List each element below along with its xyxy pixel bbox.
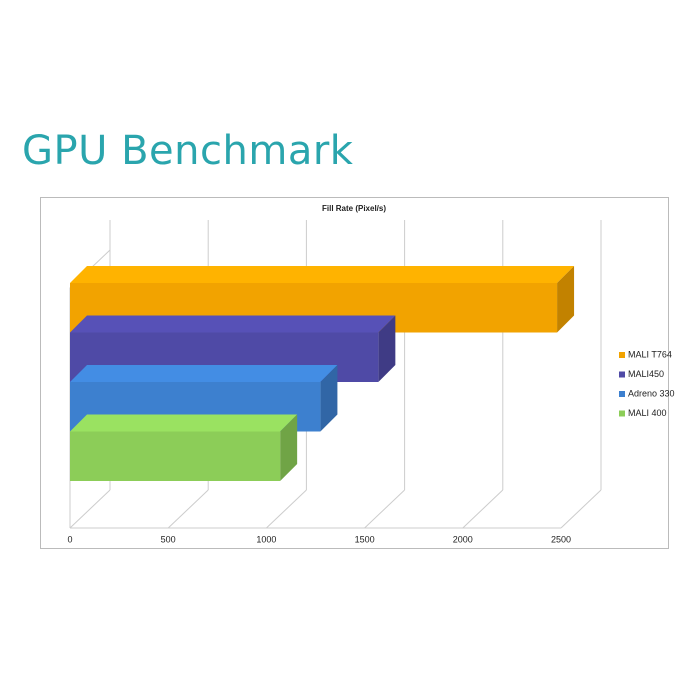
bar-top bbox=[70, 266, 575, 283]
x-tick-label: 0 bbox=[67, 534, 72, 544]
bar-top bbox=[70, 414, 298, 432]
x-tick-label: 2500 bbox=[551, 534, 571, 544]
legend-swatch bbox=[619, 410, 625, 417]
bar-side bbox=[557, 266, 575, 333]
bar-top bbox=[70, 315, 396, 333]
bar-side bbox=[280, 414, 298, 481]
bar bbox=[70, 431, 281, 481]
page-title: GPU Benchmark bbox=[22, 128, 354, 174]
x-tick-label: 1500 bbox=[355, 534, 375, 544]
legend-label: MALI450 bbox=[628, 369, 664, 379]
legend-swatch bbox=[619, 391, 625, 397]
legend-label: MALI T764 bbox=[628, 349, 672, 359]
grid-line bbox=[69, 489, 111, 529]
legend-label: MALI 400 bbox=[628, 408, 667, 418]
legend-label: Adreno 330 bbox=[628, 388, 675, 398]
bar-top bbox=[70, 365, 338, 382]
legend-swatch bbox=[619, 352, 625, 358]
grid-line bbox=[167, 489, 209, 529]
grid-line bbox=[462, 489, 504, 529]
legend-swatch bbox=[619, 371, 625, 378]
bar-side bbox=[378, 315, 396, 382]
bar-side bbox=[320, 365, 338, 432]
grid-line bbox=[266, 489, 307, 529]
x-tick-label: 2000 bbox=[453, 534, 473, 544]
x-tick-label: 1000 bbox=[256, 534, 276, 544]
x-tick-label: 500 bbox=[161, 534, 176, 544]
grid-line bbox=[364, 489, 405, 529]
chart-title: Fill Rate (Pixel/s) bbox=[322, 204, 386, 213]
grid-line bbox=[560, 489, 602, 529]
